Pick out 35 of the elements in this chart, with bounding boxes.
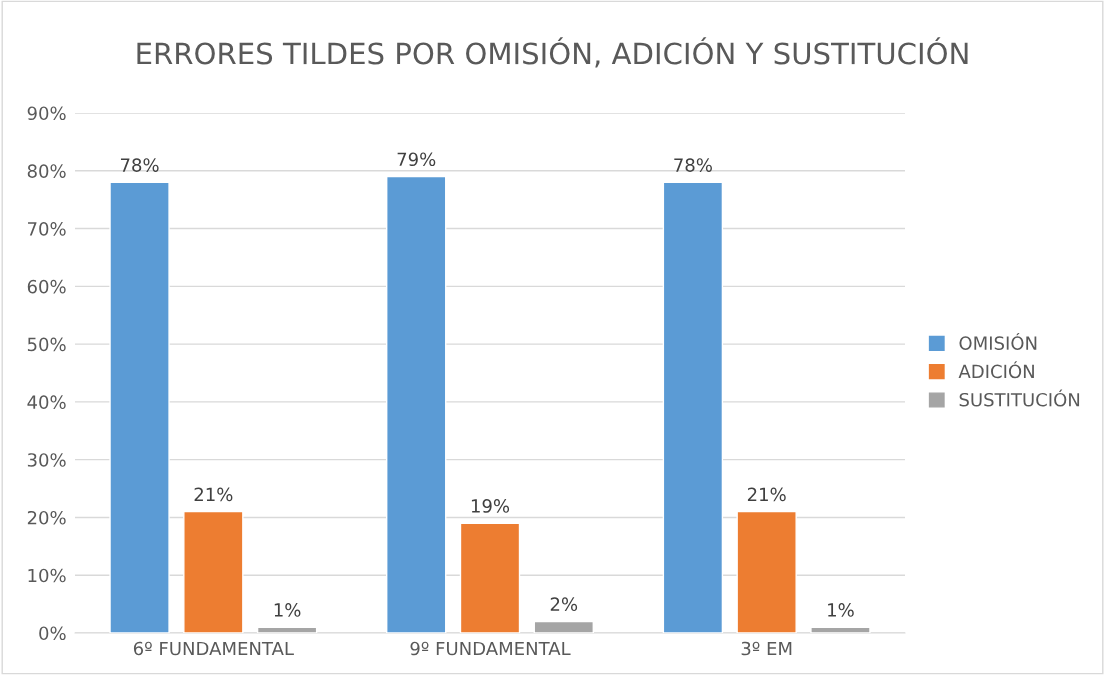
data-label: 21% bbox=[194, 487, 233, 502]
chart-title: ERRORES TILDES POR OMISIÓN, ADICIÓN Y SUSTITUCIÓN bbox=[137, 37, 968, 68]
data-label: 78% bbox=[674, 158, 712, 172]
y-tick-label: 10% bbox=[28, 568, 66, 583]
bar bbox=[736, 510, 797, 633]
data-label: 78% bbox=[120, 158, 159, 172]
data-label: 1% bbox=[274, 603, 301, 617]
bar bbox=[109, 181, 170, 633]
bar bbox=[459, 522, 521, 633]
bar bbox=[662, 181, 724, 633]
y-tick-label: 60% bbox=[27, 279, 66, 294]
y-tick-label: 30% bbox=[27, 453, 66, 467]
data-label: 1% bbox=[828, 603, 854, 617]
bar bbox=[256, 626, 318, 633]
y-tick-label: 80% bbox=[27, 164, 66, 178]
data-label: 79% bbox=[397, 152, 436, 167]
y-tick-label: 50% bbox=[27, 337, 66, 352]
bar bbox=[386, 175, 447, 633]
y-tick-label: 40% bbox=[27, 395, 66, 410]
y-tick-label: 20% bbox=[27, 510, 66, 525]
bar bbox=[810, 626, 871, 633]
data-label: 2% bbox=[550, 597, 578, 611]
bar bbox=[533, 620, 594, 633]
y-tick-label: 0% bbox=[39, 626, 66, 641]
x-tick-label: 3º EM bbox=[741, 641, 792, 656]
y-tick-label: 90% bbox=[27, 106, 66, 121]
x-tick-label: 9º FUNDAMENTAL bbox=[410, 641, 571, 656]
y-tick-label: 70% bbox=[28, 222, 66, 236]
legend-label: ADICIÓN bbox=[958, 361, 1034, 379]
legend-label: OMISIÓN bbox=[959, 332, 1037, 350]
data-label: 19% bbox=[471, 499, 510, 513]
x-tick-label: 6º FUNDAMENTAL bbox=[133, 641, 294, 656]
bar bbox=[183, 510, 244, 633]
data-label: 21% bbox=[747, 487, 786, 502]
legend-label: SUSTITUCIÓN bbox=[959, 389, 1080, 407]
